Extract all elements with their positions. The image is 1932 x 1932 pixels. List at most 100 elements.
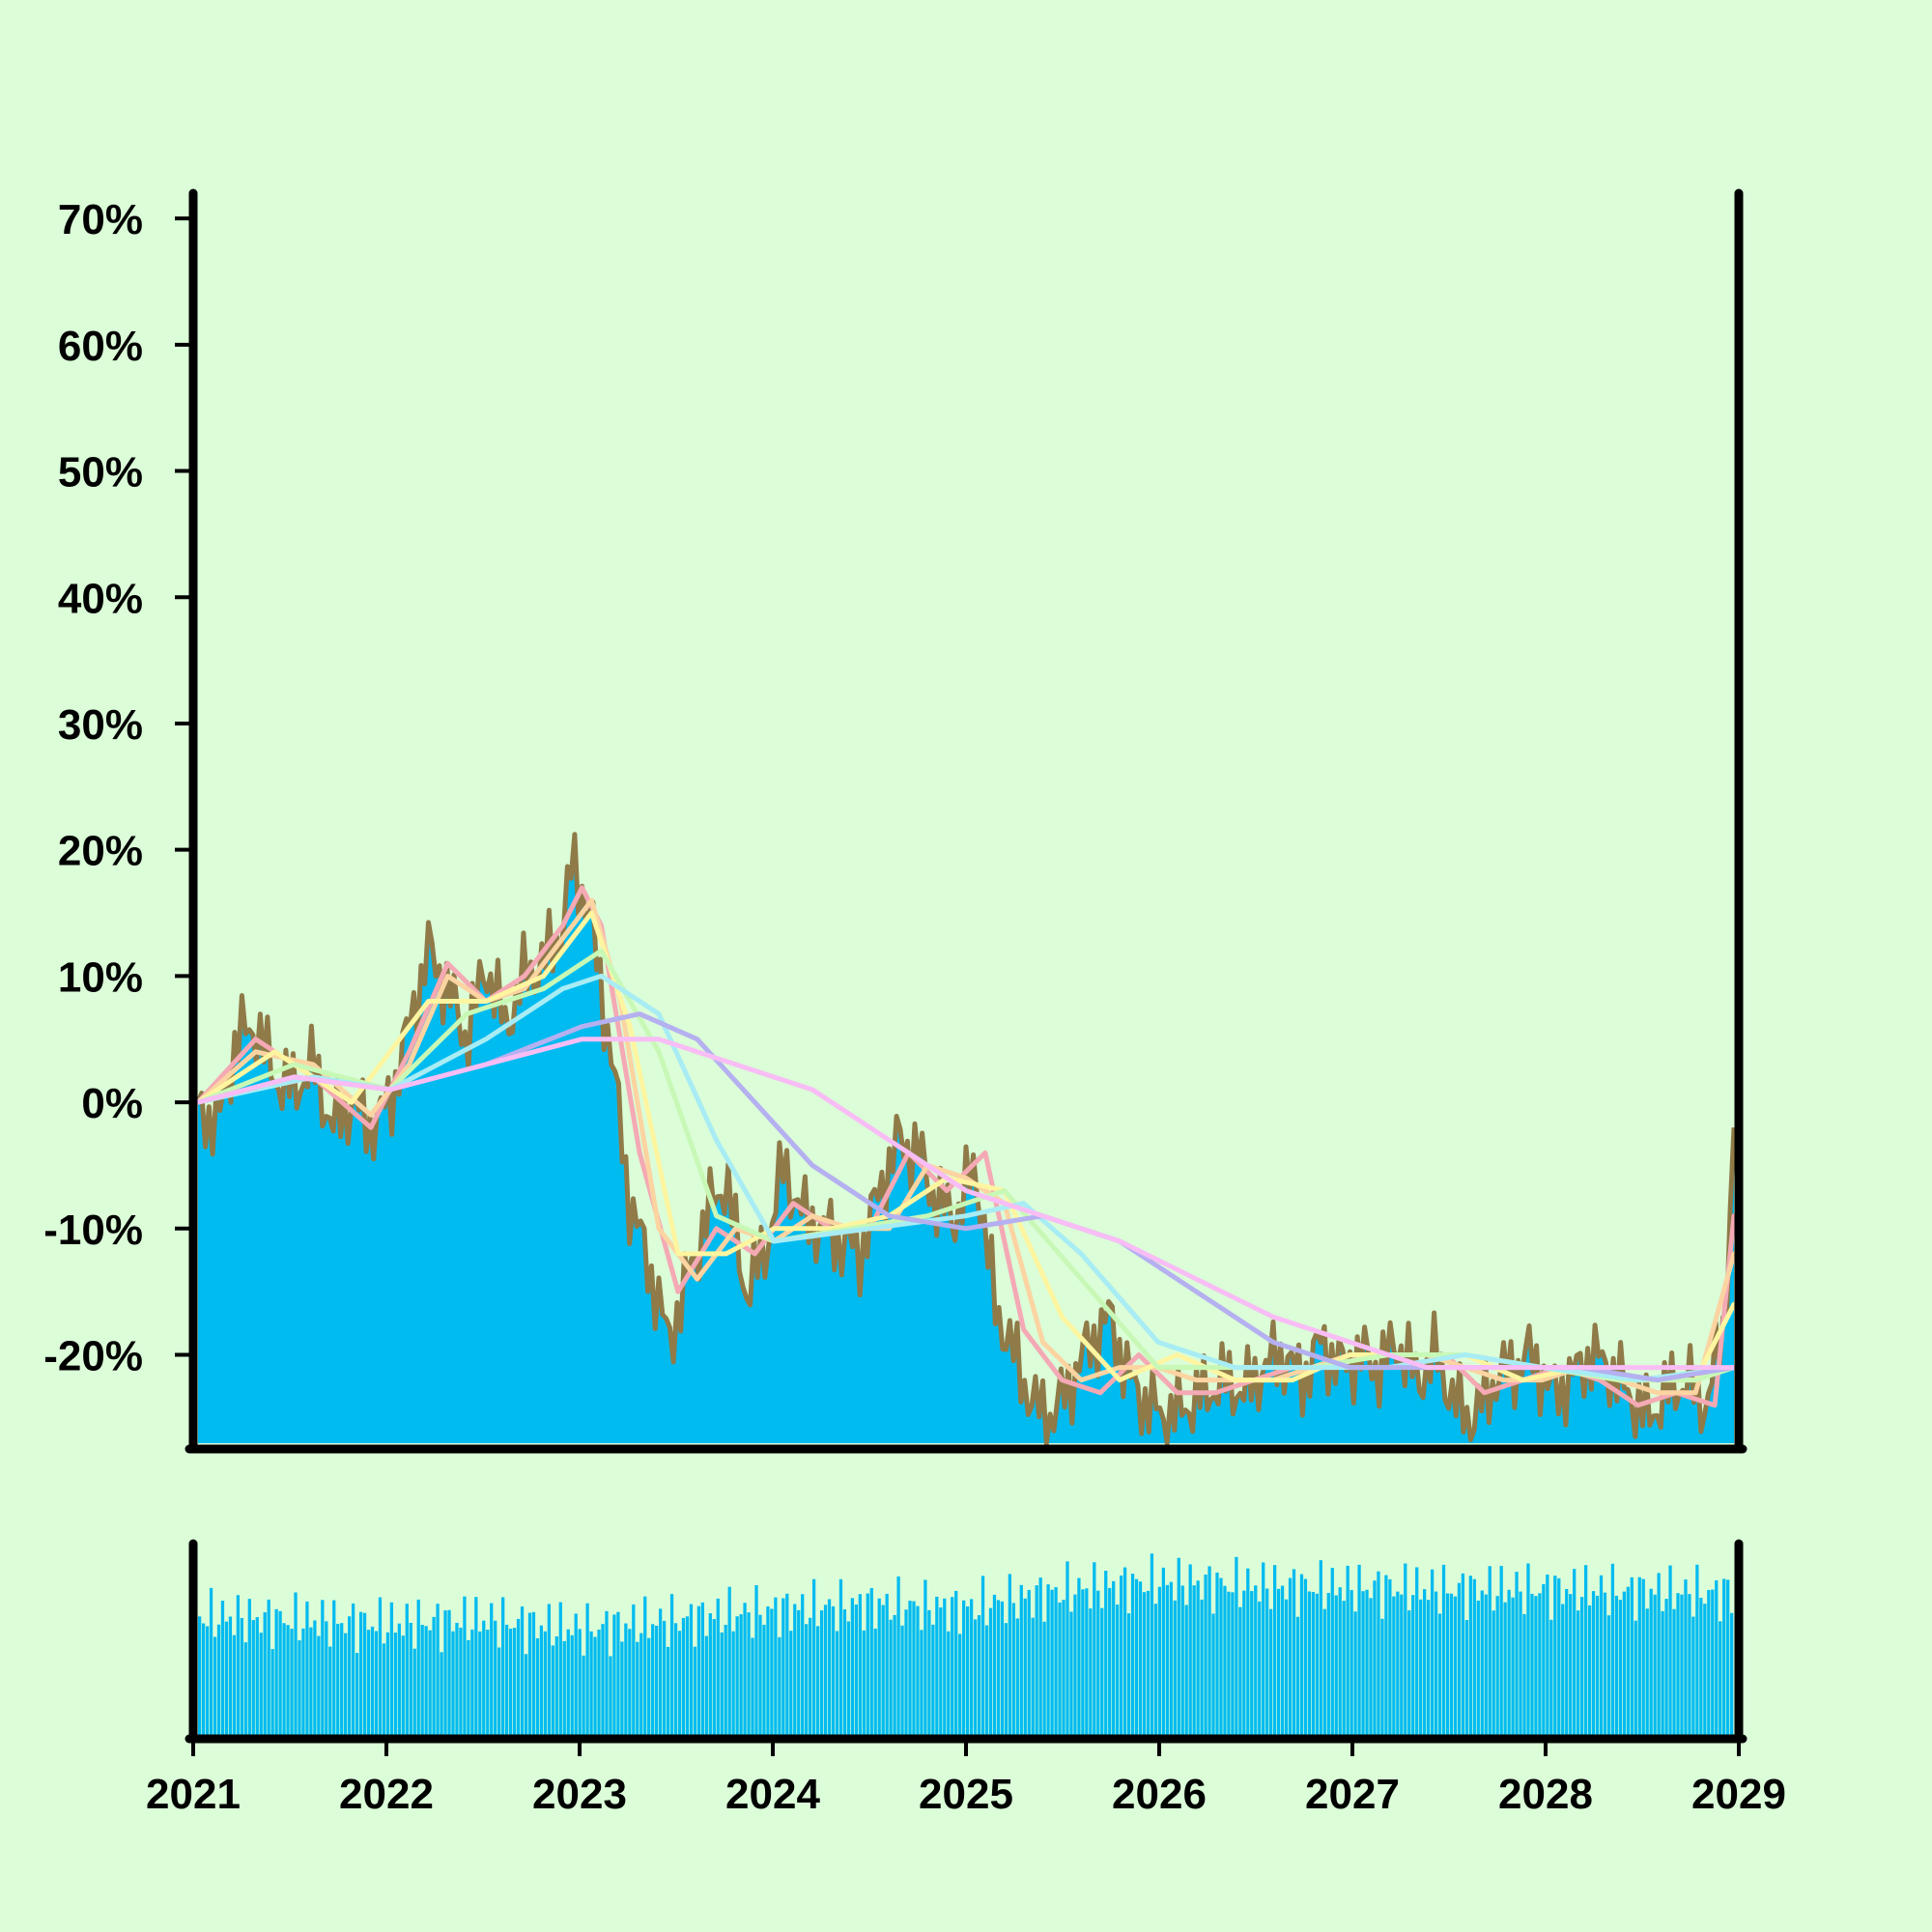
volume-bar	[451, 1631, 455, 1735]
volume-bar	[508, 1629, 513, 1735]
volume-bar	[920, 1630, 923, 1735]
volume-bar	[543, 1631, 548, 1735]
volume-bar	[393, 1633, 397, 1735]
volume-bar	[647, 1637, 651, 1735]
volume-bar	[1384, 1575, 1388, 1735]
volume-bar	[735, 1616, 739, 1735]
volume-bar	[881, 1605, 885, 1735]
volume-bar	[966, 1606, 970, 1735]
price-area-fill	[198, 834, 1734, 1443]
volume-bar	[651, 1624, 655, 1735]
volume-bar	[566, 1629, 570, 1735]
volume-bar	[1116, 1605, 1120, 1735]
volume-bar	[459, 1627, 463, 1735]
volume-bar	[700, 1602, 704, 1735]
volume-bar	[1472, 1578, 1476, 1735]
volume-bar	[1549, 1619, 1553, 1735]
volume-bar	[1577, 1610, 1580, 1735]
volume-bar	[236, 1595, 241, 1735]
volume-bar	[1104, 1571, 1108, 1735]
volume-bar	[321, 1600, 325, 1735]
volume-bar	[1530, 1593, 1534, 1735]
volume-bar	[712, 1619, 716, 1735]
volume-bar	[455, 1622, 459, 1735]
volume-bar	[255, 1617, 259, 1735]
volume-bar	[1377, 1571, 1380, 1735]
x-tick-label: 2028	[1498, 1771, 1593, 1818]
volume-bar	[1546, 1574, 1549, 1735]
volume-bar	[1606, 1615, 1611, 1735]
volume-bar	[827, 1599, 832, 1735]
volume-bar	[962, 1600, 966, 1735]
volume-bar	[708, 1613, 712, 1735]
volume-bar	[1231, 1592, 1235, 1735]
volume-bar	[947, 1631, 951, 1735]
volume-bar	[1242, 1590, 1246, 1735]
volume-bar	[1299, 1574, 1304, 1735]
volume-bar	[1011, 1603, 1015, 1735]
volume-bar	[505, 1624, 509, 1735]
volume-bar	[1004, 1623, 1009, 1735]
volume-bar	[1065, 1561, 1069, 1735]
volume-bar	[1015, 1618, 1019, 1735]
volume-bar	[1100, 1607, 1104, 1735]
volume-bar	[1595, 1595, 1600, 1735]
volume-bar	[1676, 1593, 1680, 1735]
volume-bar	[1503, 1602, 1507, 1735]
volume-bar	[432, 1616, 436, 1735]
volume-bar	[1587, 1605, 1592, 1735]
volume-bar	[1146, 1590, 1151, 1735]
volume-bar	[1288, 1577, 1293, 1735]
volume-bar	[793, 1604, 797, 1735]
volume-bar	[1246, 1568, 1250, 1735]
volume-bar	[1411, 1595, 1415, 1735]
volume-bar	[1062, 1600, 1065, 1735]
volume-bar	[889, 1619, 893, 1735]
x-tick-label: 2025	[919, 1771, 1013, 1818]
volume-bar	[632, 1604, 636, 1735]
volume-bar	[251, 1620, 255, 1735]
volume-bar	[486, 1630, 490, 1735]
volume-bar	[1726, 1579, 1730, 1735]
volume-bar	[267, 1599, 270, 1735]
volume-bar	[366, 1630, 371, 1735]
volume-bar	[774, 1597, 778, 1735]
volume-bar	[785, 1593, 789, 1735]
volume-bar	[609, 1656, 612, 1735]
volume-bar	[1565, 1588, 1569, 1735]
volume-bar	[1437, 1613, 1442, 1735]
volume-bar	[1262, 1562, 1265, 1735]
volume-bar	[908, 1601, 912, 1735]
volume-bar	[463, 1596, 467, 1735]
volume-bar	[1303, 1578, 1308, 1735]
volume-bar	[766, 1605, 770, 1735]
x-tick-label: 2026	[1112, 1771, 1207, 1818]
volume-bar	[313, 1620, 317, 1735]
volume-bar	[270, 1649, 274, 1735]
volume-bar	[1519, 1591, 1522, 1735]
volume-bar	[1093, 1562, 1096, 1735]
volume-bar	[770, 1608, 774, 1735]
volume-bar	[789, 1631, 793, 1735]
volume-bar	[958, 1634, 962, 1735]
volume-bar	[1557, 1577, 1561, 1735]
volume-bar	[1238, 1606, 1242, 1735]
volume-bar	[1085, 1588, 1089, 1735]
volume-bar	[1265, 1588, 1269, 1735]
volume-bar	[1295, 1616, 1300, 1735]
volume-bar	[927, 1609, 931, 1735]
volume-bar	[1569, 1594, 1573, 1735]
volume-bar	[1476, 1600, 1480, 1735]
volume-bar	[1023, 1598, 1027, 1735]
moving-average-line-1	[195, 885, 1737, 1408]
volume-bar	[232, 1634, 237, 1735]
volume-bar	[482, 1620, 486, 1735]
volume-bar	[1515, 1572, 1519, 1735]
volume-bar	[943, 1598, 947, 1735]
volume-bar	[1691, 1616, 1695, 1735]
volume-bar	[512, 1628, 517, 1735]
volume-bar	[696, 1605, 701, 1735]
volume-bar	[420, 1625, 424, 1735]
volume-bar	[1134, 1578, 1139, 1735]
volume-bar	[290, 1629, 294, 1735]
